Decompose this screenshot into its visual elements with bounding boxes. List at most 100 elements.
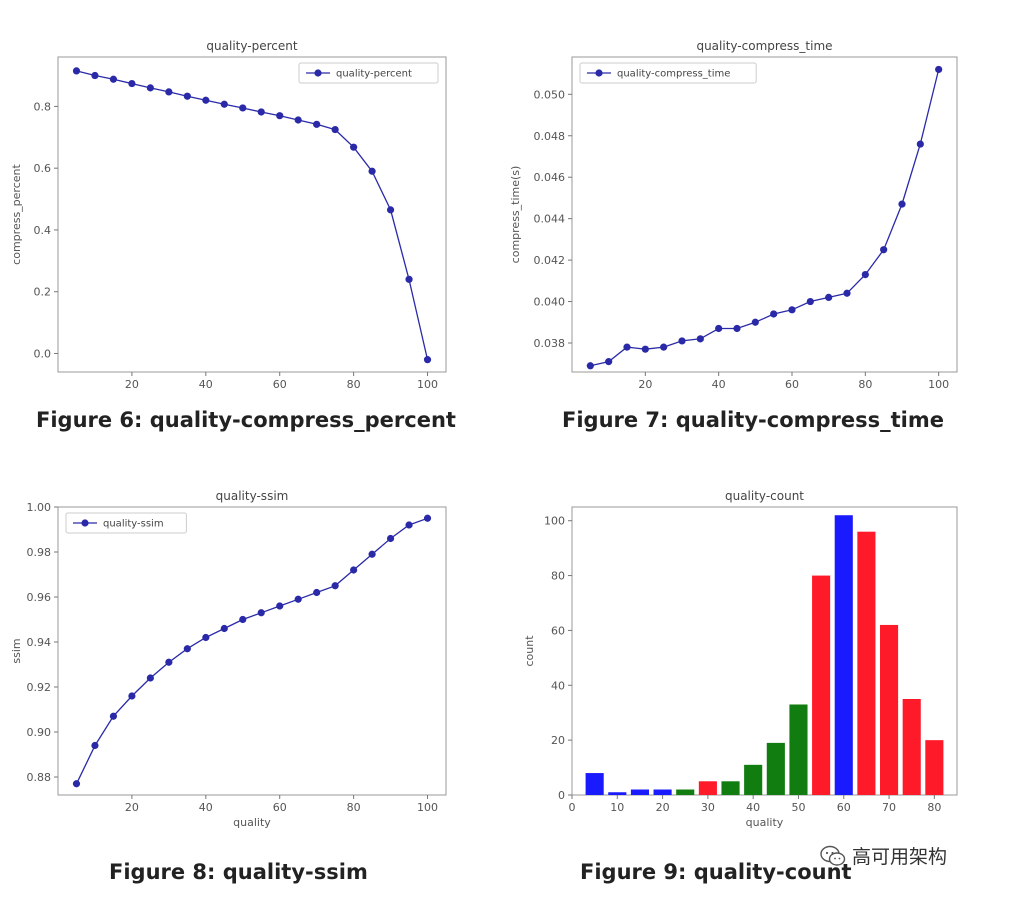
legend-marker xyxy=(314,69,322,77)
y-axis-label: compress_time(s) xyxy=(509,166,522,264)
data-point xyxy=(623,343,631,351)
y-tick-label: 0.6 xyxy=(34,162,52,175)
data-point xyxy=(183,92,191,100)
y-tick-label: 60 xyxy=(551,624,565,637)
data-point xyxy=(386,534,395,543)
y-tick-label: 20 xyxy=(551,734,565,747)
y-tick-label: 0.044 xyxy=(534,213,566,226)
x-tick-label: 20 xyxy=(125,801,139,814)
y-tick-label: 0.4 xyxy=(34,224,52,237)
watermark-text: 高可用架构 xyxy=(852,846,948,868)
data-point xyxy=(294,595,302,603)
bar xyxy=(834,515,853,795)
wechat-icon xyxy=(820,845,846,866)
bar xyxy=(744,764,763,795)
y-tick-label: 0.046 xyxy=(534,171,566,184)
data-point xyxy=(733,324,741,333)
y-tick-label: 0.96 xyxy=(27,591,52,604)
bar xyxy=(676,789,695,795)
bar xyxy=(766,742,785,795)
data-point xyxy=(313,588,321,597)
plot-frame xyxy=(57,506,447,796)
x-tick-label: 60 xyxy=(273,378,287,390)
data-point xyxy=(165,88,173,96)
data-point xyxy=(678,337,686,345)
data-point xyxy=(257,108,265,116)
y-tick-label: 0.8 xyxy=(34,100,52,113)
chart-quality-ssim: quality-ssim 20 40 60 80 100 0.88 0.90 0.92 0.94 0… xyxy=(10,489,447,829)
chart-quality-percent: quality-percent 20 40 60 80 100 0.0 0.2 0.4 0.6 0.… xyxy=(10,39,447,390)
y-tick-label: 0.050 xyxy=(534,88,566,101)
data-point xyxy=(898,200,906,208)
bar xyxy=(857,531,876,795)
legend-box xyxy=(65,512,187,534)
x-tick-label: 50 xyxy=(791,801,805,814)
caption-figure-9: Figure 9: quality-count xyxy=(580,860,852,884)
data-point xyxy=(91,741,99,750)
bar xyxy=(925,740,944,795)
bar xyxy=(812,575,831,795)
x-tick-label: 100 xyxy=(417,801,438,814)
data-point xyxy=(806,297,814,306)
data-point xyxy=(861,270,869,279)
data-point xyxy=(257,609,265,617)
data-point xyxy=(183,645,191,653)
data-point xyxy=(72,780,81,788)
x-tick-label: 80 xyxy=(858,378,872,390)
y-axis-label: ssim xyxy=(10,638,23,663)
bar xyxy=(608,792,627,795)
caption-figure-6: Figure 6: quality-compress_percent xyxy=(36,408,456,432)
data-point xyxy=(165,658,173,666)
data-point xyxy=(276,602,284,610)
x-tick-label: 60 xyxy=(273,801,287,814)
plot-frame xyxy=(571,56,958,373)
caption-figure-8: Figure 8: quality-ssim xyxy=(109,860,368,884)
data-point xyxy=(91,71,99,80)
y-tick-label: 0.88 xyxy=(27,771,52,784)
data-point xyxy=(770,310,778,318)
data-point xyxy=(350,566,358,574)
data-point xyxy=(72,67,81,75)
legend-box xyxy=(579,62,757,84)
data-point xyxy=(368,550,376,558)
data-point xyxy=(220,100,228,108)
x-tick-label: 20 xyxy=(656,801,670,814)
y-tick-label: 0.0 xyxy=(34,347,52,360)
y-tick-label: 100 xyxy=(544,515,565,528)
bar xyxy=(789,704,808,795)
data-point xyxy=(880,246,888,254)
x-tick-label: 10 xyxy=(610,801,624,814)
data-point xyxy=(239,104,247,112)
x-tick-label: 70 xyxy=(882,801,896,814)
legend-marker xyxy=(81,519,89,527)
x-tick-label: 80 xyxy=(347,378,361,390)
data-point xyxy=(350,143,358,151)
data-point xyxy=(294,116,302,124)
bar xyxy=(630,789,649,795)
data-point xyxy=(146,674,154,682)
data-point xyxy=(605,358,613,366)
y-tick-label: 0.90 xyxy=(27,726,52,739)
y-tick-label: 0.040 xyxy=(534,296,566,309)
data-point xyxy=(331,125,339,134)
data-point xyxy=(696,335,704,343)
data-point xyxy=(751,318,759,326)
y-tick-label: 0.92 xyxy=(27,681,52,694)
x-tick-label: 100 xyxy=(417,378,438,390)
x-tick-label: 20 xyxy=(125,378,139,390)
y-tick-label: 80 xyxy=(551,570,565,583)
x-tick-label: 100 xyxy=(928,378,949,390)
data-point xyxy=(715,324,723,333)
bar xyxy=(653,789,672,795)
x-tick-label: 80 xyxy=(927,801,941,814)
legend-label: quality-percent xyxy=(336,69,412,80)
y-tick-label: 0.048 xyxy=(534,130,566,143)
x-tick-label: 60 xyxy=(837,801,851,814)
y-tick-label: 40 xyxy=(551,679,565,692)
data-point xyxy=(935,65,943,74)
x-tick-label: 80 xyxy=(347,801,361,814)
y-tick-label: 0.94 xyxy=(27,636,52,649)
legend-label: quality-ssim xyxy=(103,519,164,530)
x-tick-label: 0 xyxy=(569,801,576,814)
bar xyxy=(585,773,604,795)
